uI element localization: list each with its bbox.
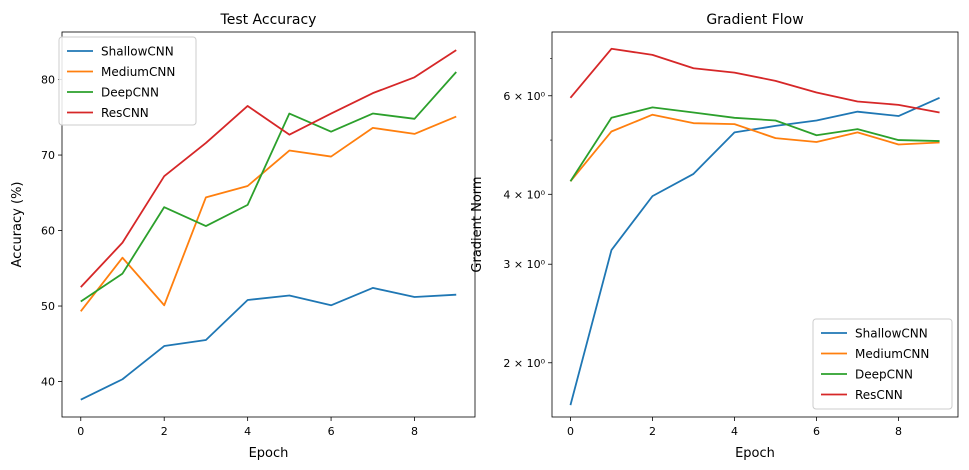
plot-frame (551, 31, 959, 418)
legend-label-rescnn: ResCNN (101, 106, 149, 120)
legend-label-rescnn: ResCNN (855, 388, 903, 402)
x-tick-label: 4 (731, 425, 738, 438)
legend-label-mediumcnn: MediumCNN (101, 65, 175, 79)
x-tick-label: 0 (567, 425, 574, 438)
x-tick-label: 2 (649, 425, 656, 438)
x-tick-label: 4 (244, 425, 251, 438)
x-axis-label: Epoch (735, 446, 775, 461)
x-tick-label: 0 (77, 425, 84, 438)
legend-label-deepcnn: DeepCNN (101, 86, 159, 100)
series-line-shallowcnn (569, 96, 940, 406)
y-axis-label: Gradient Norm (470, 176, 485, 272)
y-tick-label: 4 × 10⁰ (503, 188, 545, 201)
x-tick-label: 6 (813, 425, 820, 438)
legend: ShallowCNN MediumCNN DeepCNN ResCNN (812, 318, 953, 410)
y-tick-label: 80 (41, 74, 55, 87)
legend-box (58, 36, 197, 126)
x-tick-label: 8 (895, 425, 902, 438)
chart-title: Test Accuracy (220, 12, 317, 28)
chart-test-accuracy: Test Accuracy 0 2 4 6 8 40 50 60 70 80 Epoch Accurac… (10, 12, 476, 461)
x-tick-label: 6 (328, 425, 335, 438)
y-tick-label: 70 (41, 149, 55, 162)
series-line-deepcnn (569, 106, 940, 182)
legend-box (812, 318, 953, 410)
x-tick-label: 2 (161, 425, 168, 438)
series-line-rescnn (569, 47, 940, 114)
series-line-mediumcnn (569, 113, 940, 182)
legend-label-deepcnn: DeepCNN (855, 368, 913, 382)
legend-label-mediumcnn: MediumCNN (855, 347, 929, 361)
series-line-shallowcnn (80, 287, 457, 401)
y-tick-label: 2 × 10⁰ (503, 357, 545, 370)
x-tick-label: 8 (411, 425, 418, 438)
y-tick-label: 3 × 10⁰ (503, 258, 545, 271)
legend-label-shallowcnn: ShallowCNN (855, 327, 928, 341)
x-axis-label: Epoch (249, 446, 289, 461)
y-tick-label: 6 × 10⁰ (503, 90, 545, 103)
series-line-mediumcnn (80, 115, 457, 312)
series-line-deepcnn (80, 71, 457, 303)
y-tick-label: 60 (41, 225, 55, 238)
legend: ShallowCNN MediumCNN DeepCNN ResCNN (58, 36, 197, 126)
legend-label-shallowcnn: ShallowCNN (101, 45, 174, 59)
y-axis-label: Accuracy (%) (10, 182, 25, 268)
y-tick-label: 50 (41, 300, 55, 313)
chart-gradient-flow: Gradient Flow 0 2 4 6 8 2 × 10⁰ 3 × 10⁰ 4 × 10⁰ 6… (470, 12, 959, 461)
plot-frame (61, 31, 476, 418)
y-tick-label: 40 (41, 376, 55, 389)
chart-title: Gradient Flow (706, 12, 803, 28)
series-line-rescnn (80, 49, 457, 288)
